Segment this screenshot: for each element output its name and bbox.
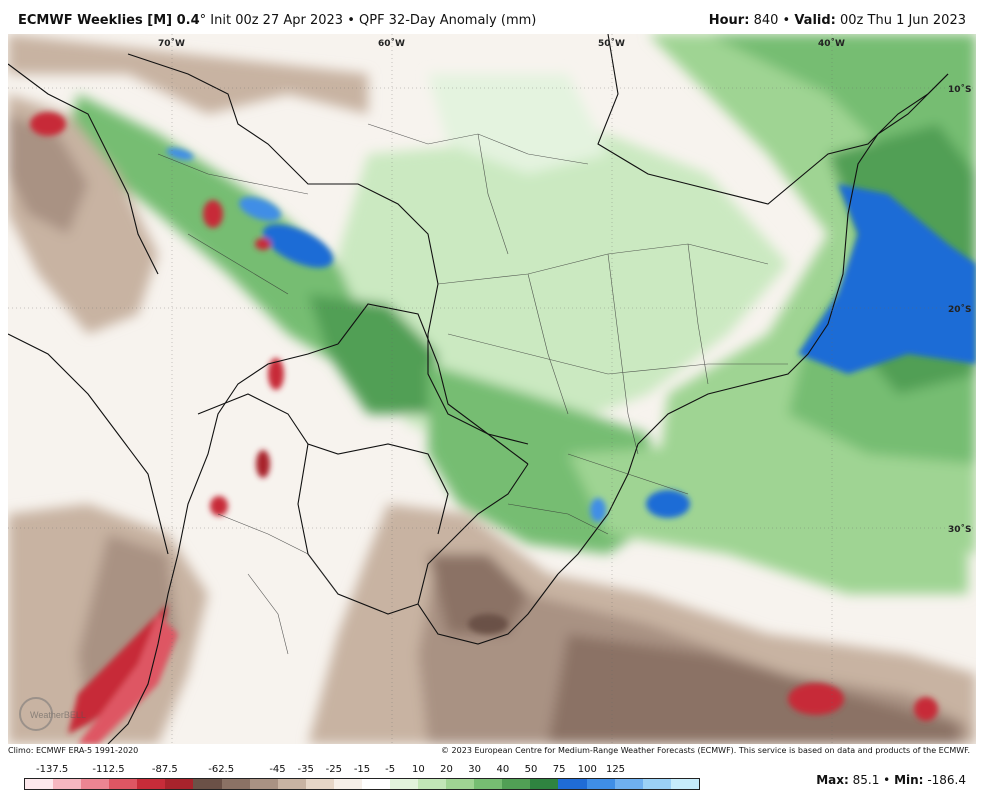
ecmwf-copyright: © 2023 European Centre for Medium-Range …: [441, 746, 970, 755]
legend-tick-label: 100: [577, 764, 597, 775]
state-borders: [157, 123, 788, 655]
map-title: ECMWF Weeklies [M] 0.4° Init 00z 27 Apr …: [18, 13, 536, 28]
anomaly-map[interactable]: 70˚W 60˚W 50˚W 40˚W 10˚S 20˚S 30˚S Weath…: [8, 34, 976, 744]
political-borders: [8, 34, 949, 744]
legend-swatch: [193, 779, 222, 789]
min-label: Min:: [894, 773, 924, 787]
hour-label: Hour:: [708, 13, 750, 28]
legend-swatch: [137, 779, 166, 789]
lon-label-50w: 50˚W: [598, 38, 625, 49]
product-details: ° Init 00z 27 Apr 2023 • QPF 32-Day Anom…: [199, 13, 537, 28]
legend-swatch: [474, 779, 503, 789]
legend-swatch: [614, 779, 643, 789]
legend-color-bar: [24, 778, 700, 790]
anomaly-field: [8, 34, 976, 744]
legend-tick-label: -5: [385, 764, 396, 775]
legend-tick-label: -35: [297, 764, 314, 775]
color-legend: -137.5 -112.5 -87.5 -62.5 -45 -35 -25 -15 -5 10 20…: [24, 764, 700, 794]
legend-swatch: [165, 779, 194, 789]
max-min-summary: Max: 85.1 • Min: -186.4: [816, 773, 966, 787]
legend-swatch: [642, 779, 671, 789]
legend-swatch: [446, 779, 475, 789]
legend-tick-labels: -137.5 -112.5 -87.5 -62.5 -45 -35 -25 -15 -5 10 20…: [24, 764, 700, 778]
legend-swatch: [109, 779, 138, 789]
climo-credit: Climo: ECMWF ERA-5 1991-2020: [8, 746, 139, 755]
legend-swatch: [305, 779, 334, 789]
graticule: [8, 34, 976, 744]
legend-tick-label: 30: [468, 764, 482, 775]
legend-tick-label: 40: [496, 764, 510, 775]
legend-swatch: [81, 779, 110, 789]
legend-tick-label: -112.5: [92, 764, 125, 775]
max-label: Max:: [816, 773, 849, 787]
hour-value: 840: [753, 13, 779, 28]
legend-tick-label: 20: [440, 764, 453, 775]
legend-swatch: [418, 779, 447, 789]
lat-label-10s: 10˚S: [948, 84, 972, 95]
legend-tick-label: 10: [411, 764, 425, 775]
legend-tick-label: 50: [524, 764, 538, 775]
legend-tick-label: -25: [325, 764, 342, 775]
watermark-logo: WeatherBELL: [19, 697, 86, 731]
legend-swatch: [530, 779, 559, 789]
legend-swatch: [25, 779, 54, 789]
anomaly-extremes: [30, 112, 976, 744]
min-value: -186.4: [927, 773, 966, 787]
lon-label-40w: 40˚W: [818, 38, 845, 49]
valid-value: 00z Thu 1 Jun 2023: [840, 13, 966, 28]
legend-tick-label: -45: [269, 764, 286, 775]
lat-label-30s: 30˚S: [948, 524, 972, 535]
legend-swatch: [586, 779, 615, 789]
legend-tick-label: -62.5: [208, 764, 235, 775]
legend-swatch: [249, 779, 278, 789]
legend-swatch: [502, 779, 531, 789]
header-bar: ECMWF Weeklies [M] 0.4° Init 00z 27 Apr …: [0, 0, 984, 34]
legend-swatch: [390, 779, 419, 789]
watermark-text: WeatherBELL: [30, 710, 86, 720]
max-value: 85.1: [852, 773, 880, 787]
lon-label-70w: 70˚W: [158, 38, 185, 49]
legend-tick-label: -15: [353, 764, 371, 775]
valid-time: Hour: 840 • Valid: 00z Thu 1 Jun 2023: [708, 13, 966, 28]
lat-label-20s: 20˚S: [948, 304, 972, 315]
legend-swatch: [53, 779, 82, 789]
valid-label: Valid:: [794, 13, 836, 28]
product-name: ECMWF Weeklies [M] 0.4: [18, 13, 200, 28]
credits-bar: Climo: ECMWF ERA-5 1991-2020 © 2023 Euro…: [0, 745, 984, 757]
legend-swatch: [277, 779, 306, 789]
lon-label-60w: 60˚W: [378, 38, 405, 49]
legend-tick-label: -137.5: [36, 764, 69, 775]
legend-swatch: [558, 779, 587, 789]
legend-swatch: [333, 779, 362, 789]
legend-swatch: [670, 779, 699, 789]
legend-swatch: [361, 779, 391, 789]
legend-swatch: [221, 779, 250, 789]
legend-tick-label: 125: [605, 764, 626, 775]
legend-tick-label: 75: [552, 764, 566, 775]
legend-tick-label: -87.5: [151, 764, 178, 775]
